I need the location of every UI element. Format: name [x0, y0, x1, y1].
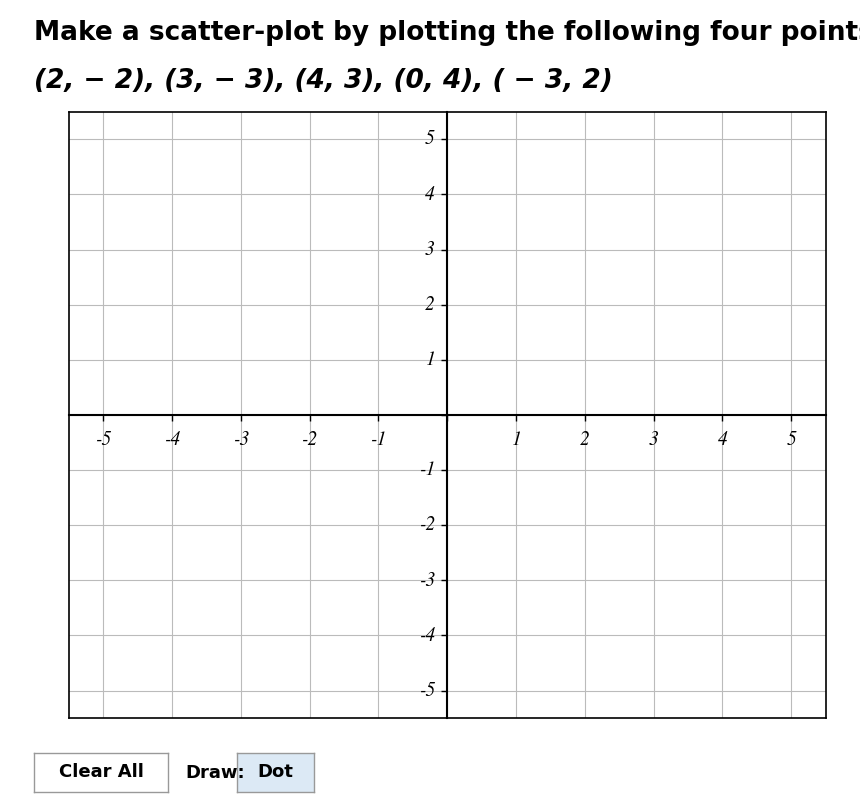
Text: (2, − 2), (3, − 3), (4, 3), (0, 4), ( − 3, 2): (2, − 2), (3, − 3), (4, 3), (0, 4), ( − … — [34, 68, 613, 94]
Text: Make a scatter-plot by plotting the following four points.: Make a scatter-plot by plotting the foll… — [34, 20, 860, 46]
Text: -3: -3 — [233, 430, 249, 448]
Text: -2: -2 — [302, 430, 317, 448]
Text: Clear All: Clear All — [58, 764, 144, 781]
Text: -4: -4 — [164, 430, 180, 448]
Text: -4: -4 — [419, 626, 435, 645]
Text: 1: 1 — [425, 350, 435, 369]
Text: -1: -1 — [371, 430, 386, 448]
Text: 3: 3 — [425, 240, 435, 259]
Text: 3: 3 — [648, 430, 659, 448]
Text: -5: -5 — [419, 681, 435, 700]
Text: -3: -3 — [419, 571, 435, 590]
Text: Draw:: Draw: — [185, 764, 244, 782]
Text: 2: 2 — [425, 295, 435, 314]
Text: 5: 5 — [425, 130, 435, 148]
Text: 2: 2 — [580, 430, 590, 448]
Text: 5: 5 — [786, 430, 796, 448]
Text: 4: 4 — [425, 185, 435, 203]
Text: 1: 1 — [511, 430, 521, 448]
Text: -1: -1 — [419, 461, 435, 480]
Text: -2: -2 — [419, 516, 435, 535]
Text: Dot: Dot — [257, 764, 293, 781]
Text: -5: -5 — [95, 430, 111, 448]
Text: 4: 4 — [717, 430, 728, 448]
